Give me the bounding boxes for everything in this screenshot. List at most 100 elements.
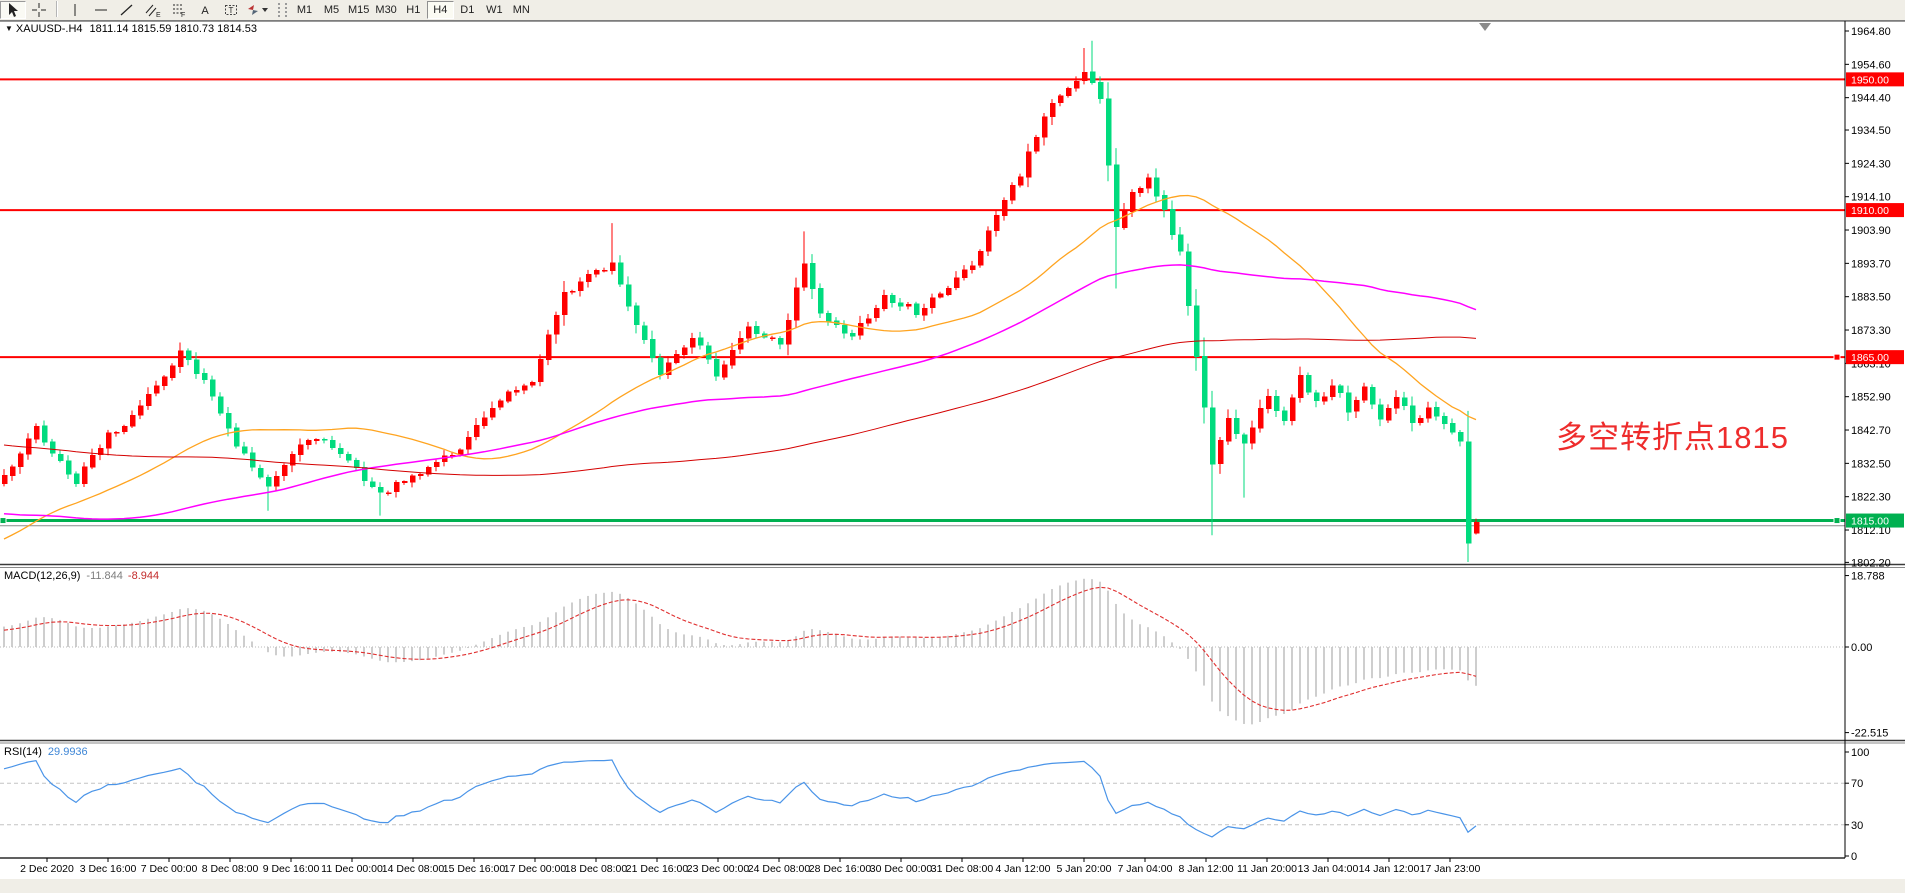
macd-main-value: -11.844	[86, 570, 123, 582]
svg-text:1934.50: 1934.50	[1851, 125, 1891, 137]
rsi-value: 29.9936	[47, 746, 88, 758]
timeframe-h1-button[interactable]: H1	[406, 4, 421, 16]
svg-text:17 Dec 00:00: 17 Dec 00:00	[504, 863, 567, 875]
tool-arrow-styles-button[interactable]	[244, 1, 270, 19]
chart-shift-marker	[1479, 23, 1491, 31]
svg-text:1910.00: 1910.00	[1851, 205, 1889, 217]
tool-cursor-button[interactable]	[0, 1, 26, 19]
ma-144-line	[3, 336, 1477, 476]
svg-text:1822.30: 1822.30	[1851, 492, 1891, 504]
text-icon: A	[201, 5, 209, 17]
svg-text:8 Dec 08:00: 8 Dec 08:00	[202, 863, 259, 875]
arrow-styles-icon	[248, 5, 258, 15]
chart-title: ▼ XAUUSD-.H4 1811.14 1815.59 1810.73 1814.…	[5, 23, 257, 35]
tool-equidistant-channel-button[interactable]: E	[140, 1, 166, 19]
svg-text:1832.50: 1832.50	[1851, 458, 1891, 470]
svg-text:18 Dec 08:00: 18 Dec 08:00	[565, 863, 628, 875]
dropdown-caret-icon	[262, 8, 268, 12]
svg-text:1852.90: 1852.90	[1851, 392, 1891, 404]
tool-vertical-line-button[interactable]	[62, 1, 88, 19]
ohlc-values: 1811.14 1815.59 1810.73 1814.53	[89, 23, 257, 35]
svg-text:100: 100	[1851, 747, 1869, 759]
svg-text:1873.30: 1873.30	[1851, 325, 1891, 337]
svg-text:1903.90: 1903.90	[1851, 225, 1891, 237]
macd-name: MACD(12,26,9)	[4, 570, 81, 582]
cursor-icon	[9, 3, 18, 17]
svg-text:T: T	[229, 6, 234, 15]
equidistant-channel-icon: E	[145, 4, 161, 18]
toolbar-drag-handle[interactable]	[278, 3, 287, 17]
svg-text:17 Jan 23:00: 17 Jan 23:00	[1420, 863, 1481, 875]
svg-text:1893.70: 1893.70	[1851, 258, 1891, 270]
svg-text:A: A	[201, 5, 209, 17]
rsi-indicator-label: RSI(14) 29.9936	[4, 746, 88, 758]
svg-text:13 Jan 04:00: 13 Jan 04:00	[1298, 863, 1359, 875]
timeframe-h4-button[interactable]: H4	[426, 1, 454, 19]
svg-text:1924.30: 1924.30	[1851, 158, 1891, 170]
timeframe-mn-button[interactable]: MN	[512, 4, 530, 16]
svg-text:8 Jan 12:00: 8 Jan 12:00	[1179, 863, 1234, 875]
tool-fibonacci-retracement-button[interactable]: F	[166, 1, 192, 19]
svg-text:1842.70: 1842.70	[1851, 425, 1891, 437]
timeframe-m5-button[interactable]: M5	[323, 4, 340, 16]
timeframe-m30-button[interactable]: M30	[375, 4, 397, 16]
svg-text:15 Dec 16:00: 15 Dec 16:00	[443, 863, 506, 875]
svg-text:9 Dec 16:00: 9 Dec 16:00	[263, 863, 320, 875]
text-label-icon: T	[225, 5, 237, 15]
timeframe-m15-button[interactable]: M15	[348, 4, 370, 16]
horizontal-line-icon	[95, 9, 107, 11]
svg-text:1883.50: 1883.50	[1851, 292, 1891, 304]
tool-horizontal-line-button[interactable]	[88, 1, 114, 19]
price-level-badge	[1846, 513, 1904, 528]
svg-text:3 Dec 16:00: 3 Dec 16:00	[80, 863, 137, 875]
svg-text:-22.515: -22.515	[1851, 728, 1888, 740]
timeframe-toolbar: M1 M5 M15 M30 H1 H4 D1 W1 MN	[291, 1, 535, 19]
text-annotation: 多空转折点1815	[1556, 420, 1789, 455]
svg-text:1964.80: 1964.80	[1851, 26, 1891, 38]
svg-text:0: 0	[1851, 851, 1857, 863]
svg-text:7 Dec 00:00: 7 Dec 00:00	[141, 863, 198, 875]
svg-text:70: 70	[1851, 778, 1863, 790]
svg-text:0.00: 0.00	[1851, 642, 1872, 654]
svg-text:14 Dec 08:00: 14 Dec 08:00	[382, 863, 445, 875]
toolbar-separator	[56, 1, 58, 17]
tool-trendline-button[interactable]	[114, 1, 140, 19]
timeframe-m1-button[interactable]: M1	[296, 4, 313, 16]
tool-text-button[interactable]: A	[192, 1, 218, 19]
svg-text:1812.10: 1812.10	[1851, 525, 1891, 537]
svg-text:11 Jan 20:00: 11 Jan 20:00	[1237, 863, 1297, 875]
rsi-line	[3, 759, 1477, 838]
timeframe-d1-button[interactable]: D1	[460, 4, 475, 16]
toolbar: E F A T M1 M5 M15 M30 H1 H4 D1 W1 MN	[0, 0, 1905, 21]
price-level-badge	[1846, 350, 1904, 365]
svg-text:4 Jan 12:00: 4 Jan 12:00	[996, 863, 1051, 875]
svg-text:2 Dec 2020: 2 Dec 2020	[20, 863, 74, 875]
svg-text:1802.20: 1802.20	[1851, 557, 1891, 569]
svg-text:1950.00: 1950.00	[1851, 74, 1889, 86]
trendline-icon	[120, 4, 133, 16]
timeframe-w1-button[interactable]: W1	[486, 4, 503, 16]
svg-text:1914.10: 1914.10	[1851, 192, 1891, 204]
status-strip	[0, 879, 1905, 893]
tool-text-label-button[interactable]: T	[218, 1, 244, 19]
svg-text:5 Jan 20:00: 5 Jan 20:00	[1057, 863, 1112, 875]
svg-text:24 Dec 08:00: 24 Dec 08:00	[748, 863, 811, 875]
svg-text:14 Jan 12:00: 14 Jan 12:00	[1359, 863, 1420, 875]
price-level-badge	[1846, 72, 1904, 87]
svg-text:1815.00: 1815.00	[1851, 516, 1889, 528]
ma-34-line	[3, 194, 1477, 540]
svg-text:1944.40: 1944.40	[1851, 93, 1891, 105]
symbol-dropdown-icon[interactable]: ▼	[5, 24, 13, 33]
svg-text:F: F	[181, 12, 185, 18]
svg-text:30 Dec 00:00: 30 Dec 00:00	[870, 863, 933, 875]
ma-72-line	[3, 264, 1477, 520]
fibonacci-retracement-icon: F	[173, 4, 185, 18]
price-level-badge	[1846, 203, 1904, 218]
svg-text:31 Dec 08:00: 31 Dec 08:00	[931, 863, 994, 875]
svg-text:18.788: 18.788	[1851, 571, 1885, 583]
tool-crosshair-button[interactable]	[26, 1, 52, 19]
crosshair-icon	[32, 3, 46, 17]
